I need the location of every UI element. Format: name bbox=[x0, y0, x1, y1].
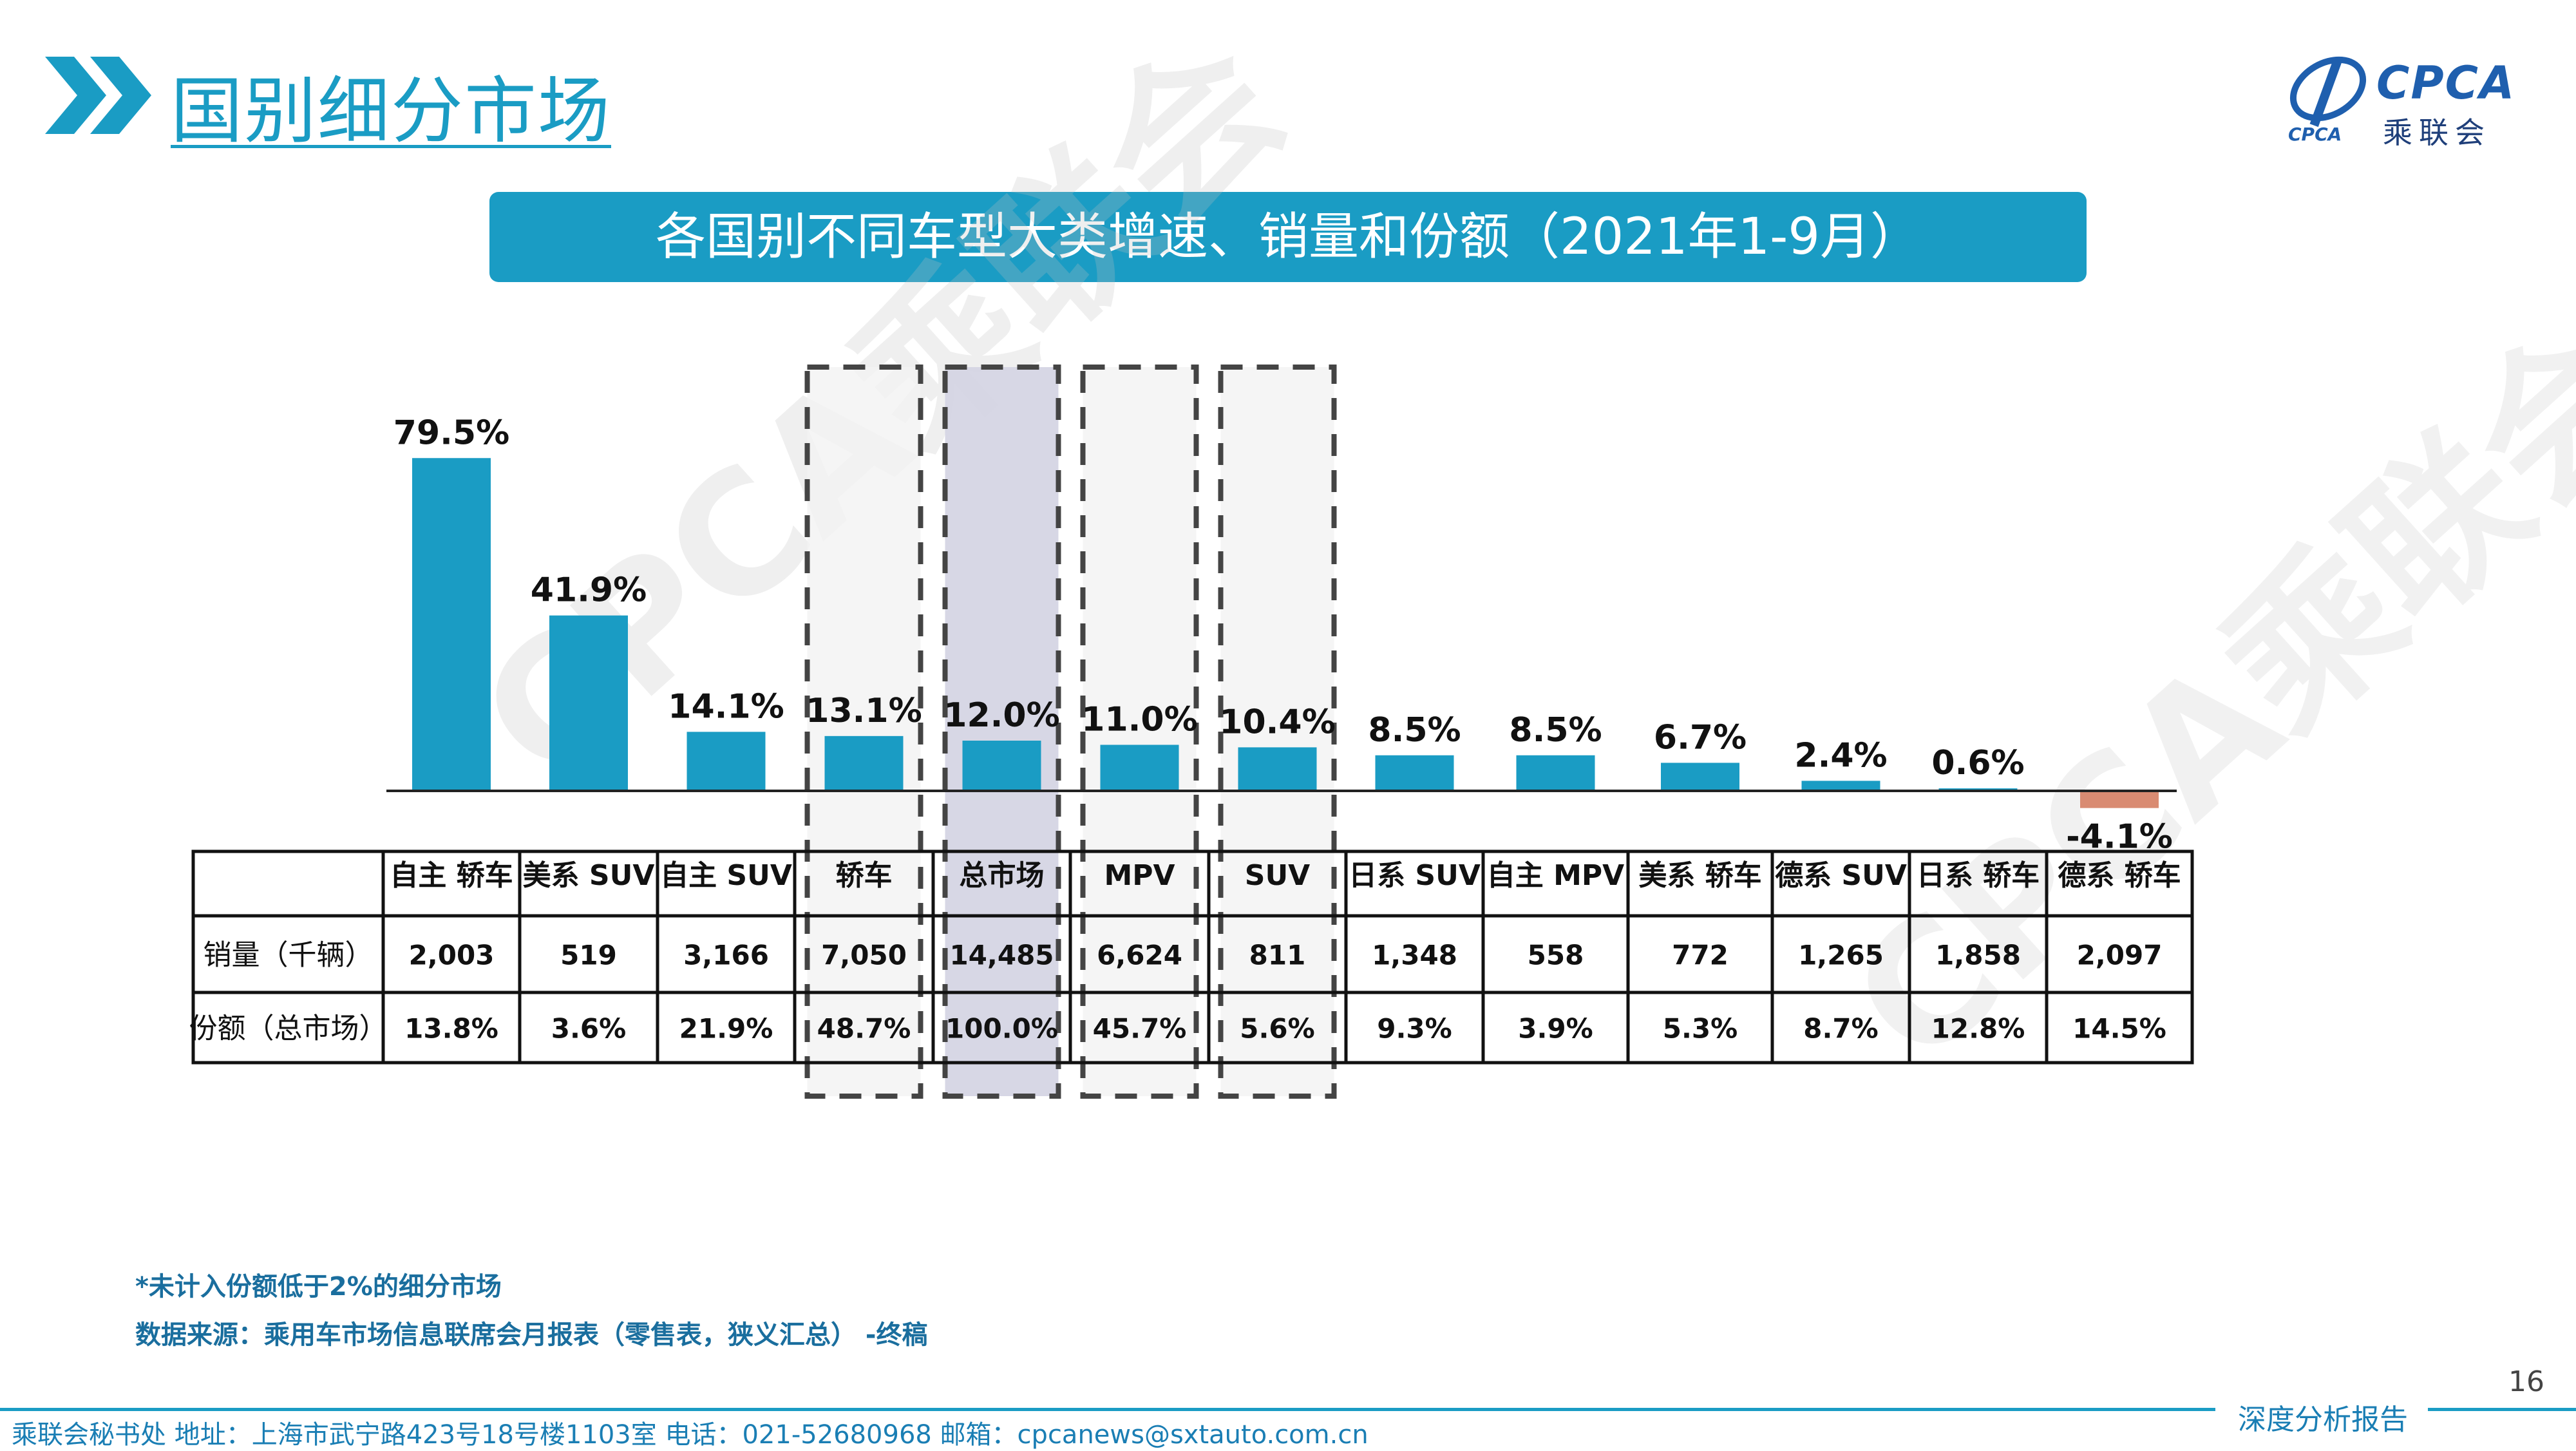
bar-value-label: 0.6% bbox=[1931, 744, 2024, 782]
sales-cell: 1,858 bbox=[1935, 940, 2021, 971]
bar-4 bbox=[962, 741, 1041, 791]
footer-report-label: 深度分析报告 bbox=[2238, 1403, 2408, 1436]
bar-7 bbox=[1375, 755, 1454, 791]
source-note: 数据来源：乘用车市场信息联席会月报表（零售表，狭义汇总） -终稿 bbox=[135, 1320, 928, 1350]
category-label: MPV bbox=[1104, 859, 1175, 892]
bar-0 bbox=[412, 458, 491, 791]
share-cell: 3.6% bbox=[551, 1013, 626, 1045]
category-label: 日系 轿车 bbox=[1917, 859, 2040, 892]
sales-cell: 14,485 bbox=[949, 940, 1054, 971]
share-cell: 14.5% bbox=[2072, 1013, 2166, 1045]
sales-cell: 6,624 bbox=[1097, 940, 1182, 971]
share-cell: 9.3% bbox=[1377, 1013, 1452, 1045]
share-cell: 8.7% bbox=[1803, 1013, 1878, 1045]
share-cell: 5.6% bbox=[1240, 1013, 1314, 1045]
cpca-logo-icon: CPCA bbox=[2288, 56, 2367, 145]
bar-value-label: 10.4% bbox=[1219, 703, 1335, 741]
page-title: 国别细分市场 bbox=[171, 70, 611, 153]
bar-6 bbox=[1238, 747, 1317, 791]
footer-contact: 乘联会秘书处 地址：上海市武宁路423号18号楼1103室 电话：021-526… bbox=[12, 1420, 1368, 1450]
share-cell: 48.7% bbox=[817, 1013, 911, 1045]
bar-value-label: 8.5% bbox=[1509, 711, 1602, 750]
bar-value-label: 8.5% bbox=[1368, 711, 1461, 750]
chevron-arrows-icon bbox=[45, 57, 151, 134]
bar-5 bbox=[1100, 744, 1179, 791]
footer-divider bbox=[2428, 1408, 2576, 1411]
category-label: 自主 SUV bbox=[660, 859, 792, 892]
sales-cell: 3,166 bbox=[683, 940, 769, 971]
category-label: 轿车 bbox=[836, 859, 893, 892]
sales-cell: 519 bbox=[560, 940, 617, 971]
bar-value-label: 79.5% bbox=[393, 413, 509, 452]
data-table: 销量（千辆） 份额（总市场） 自主 轿车 2,003 13.8% 美系 SUV 519 3.6… bbox=[189, 849, 2194, 1065]
sales-cell: 7,050 bbox=[821, 940, 907, 971]
share-cell: 100.0% bbox=[945, 1013, 1058, 1045]
share-cell: 12.8% bbox=[1931, 1013, 2025, 1045]
table-row-label: 份额（总市场） bbox=[189, 1012, 388, 1045]
share-cell: 3.9% bbox=[1518, 1013, 1593, 1045]
sales-cell: 558 bbox=[1528, 940, 1584, 971]
category-label: 自主 轿车 bbox=[390, 859, 513, 892]
highlight-box-6 bbox=[1218, 365, 1337, 1099]
bar-value-label: 14.1% bbox=[668, 687, 784, 726]
bar-value-label: 13.1% bbox=[806, 692, 922, 730]
sales-cell: 772 bbox=[1672, 940, 1728, 971]
share-cell: 13.8% bbox=[404, 1013, 498, 1045]
sales-cell: 1,348 bbox=[1372, 940, 1457, 971]
sales-cell: 2,097 bbox=[2077, 940, 2163, 971]
bar-9 bbox=[1661, 763, 1739, 791]
category-label: 德系 轿车 bbox=[2058, 859, 2181, 892]
bar-8 bbox=[1516, 755, 1595, 791]
table-row-label: 销量（千辆） bbox=[204, 939, 374, 972]
share-cell: 5.3% bbox=[1663, 1013, 1738, 1045]
value-labels: 79.5% 41.9% 14.1% 13.1% 12.0% 11.0% 10.4% 8.5% 8… bbox=[393, 413, 2173, 856]
highlight-boxes bbox=[804, 365, 1337, 1099]
share-cell: 45.7% bbox=[1093, 1013, 1187, 1045]
bar-value-label: 11.0% bbox=[1081, 701, 1197, 739]
share-cell: 21.9% bbox=[679, 1013, 773, 1045]
highlight-box-3 bbox=[804, 365, 923, 1099]
logo-subtitle: 乘联会 bbox=[2383, 115, 2491, 150]
highlight-box-5 bbox=[1080, 365, 1199, 1099]
note-line-1: *未计入份额低于2%的细分市场 bbox=[135, 1272, 502, 1302]
logo-small-text: CPCA bbox=[2288, 124, 2342, 145]
bar-3 bbox=[824, 735, 904, 791]
category-label: 美系 SUV bbox=[523, 859, 655, 892]
bars bbox=[412, 458, 2159, 808]
logo-text: CPCA bbox=[2376, 57, 2516, 109]
bar-12 bbox=[2080, 791, 2159, 808]
chart-banner-title: 各国别不同车型大类增速、销量和份额（2021年1-9月） bbox=[489, 192, 2087, 282]
bar-2 bbox=[687, 732, 766, 791]
sales-cell: 1,265 bbox=[1798, 940, 1884, 971]
bar-value-label: 6.7% bbox=[1654, 718, 1747, 757]
bar-10 bbox=[1801, 781, 1880, 791]
category-label: SUV bbox=[1245, 859, 1310, 892]
table-border bbox=[191, 849, 2194, 1065]
page-number: 16 bbox=[2508, 1365, 2544, 1398]
category-label: 美系 轿车 bbox=[1638, 859, 1761, 892]
bar-value-label: 2.4% bbox=[1794, 736, 1887, 775]
sales-cell: 2,003 bbox=[409, 940, 495, 971]
sales-cell: 811 bbox=[1249, 940, 1306, 971]
category-label: 日系 SUV bbox=[1349, 859, 1481, 892]
bar-value-label: 41.9% bbox=[531, 571, 647, 610]
category-label: 总市场 bbox=[960, 859, 1045, 892]
highlight-box-4 bbox=[942, 365, 1061, 1099]
bar-1 bbox=[549, 615, 628, 791]
category-label: 自主 MPV bbox=[1487, 859, 1624, 892]
category-label: 德系 SUV bbox=[1775, 859, 1907, 892]
footer-divider bbox=[0, 1408, 2215, 1411]
bar-value-label: 12.0% bbox=[943, 696, 1059, 735]
